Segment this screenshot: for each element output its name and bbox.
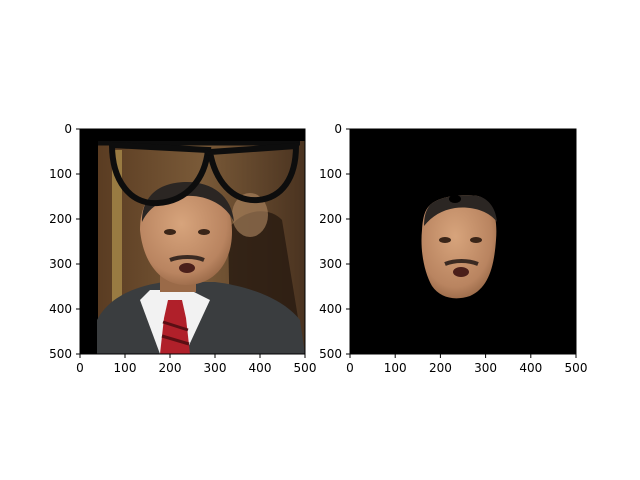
face [140,183,232,285]
y-tick-label: 200 [49,212,72,226]
segmented-notch [449,195,461,203]
axes-frame-right [349,128,577,355]
segmented-face [421,195,497,299]
segmented-right-eye [470,237,482,243]
y-tick-label: 400 [319,302,342,316]
segmented-mouth [453,267,469,277]
y-tick-label: 0 [64,122,72,136]
mouth [179,263,195,273]
x-tick-label: 200 [429,361,452,375]
y-tick-label: 200 [319,212,342,226]
axes-frame-left [79,128,306,355]
glasses-overlay [98,140,300,207]
y-tick-label: 500 [319,347,342,361]
y-tick-label: 300 [49,257,72,271]
y-tick-label: 0 [334,122,342,136]
y-tick-label: 400 [49,302,72,316]
x-tick-label: 400 [249,361,272,375]
hair [142,182,234,222]
segmented-left-eye [439,237,451,243]
x-tick-label: 500 [565,361,588,375]
glasses-left-lens [108,141,212,207]
axis-ticks: 0 100 200 300 400 500 0 100 200 300 400 500 0 100 200 3… [49,122,587,375]
x-tick-label: 0 [346,361,354,375]
y-tick-label: 100 [49,167,72,181]
y-tick-label: 300 [319,257,342,271]
backdrop-frame [112,150,122,340]
x-tick-label: 200 [159,361,182,375]
photo-panel [80,129,305,354]
y-tick-label: 500 [49,347,72,361]
glasses-right-lens [206,142,300,204]
segmented-mustache [444,259,479,266]
background-figure-face [232,193,268,237]
left-eye [164,229,176,235]
x-tick-label: 300 [204,361,227,375]
segmented-panel [350,129,576,354]
x-tick-label: 400 [519,361,542,375]
glasses-bridge [203,148,216,156]
x-tick-label: 100 [114,361,137,375]
x-tick-label: 300 [474,361,497,375]
mustache [169,255,205,262]
segmented-hair [424,195,497,226]
x-tick-label: 500 [294,361,317,375]
y-tick-label: 100 [319,167,342,181]
x-tick-label: 0 [76,361,84,375]
right-eye [198,229,210,235]
tie-stripes [161,320,190,346]
x-tick-label: 100 [384,361,407,375]
